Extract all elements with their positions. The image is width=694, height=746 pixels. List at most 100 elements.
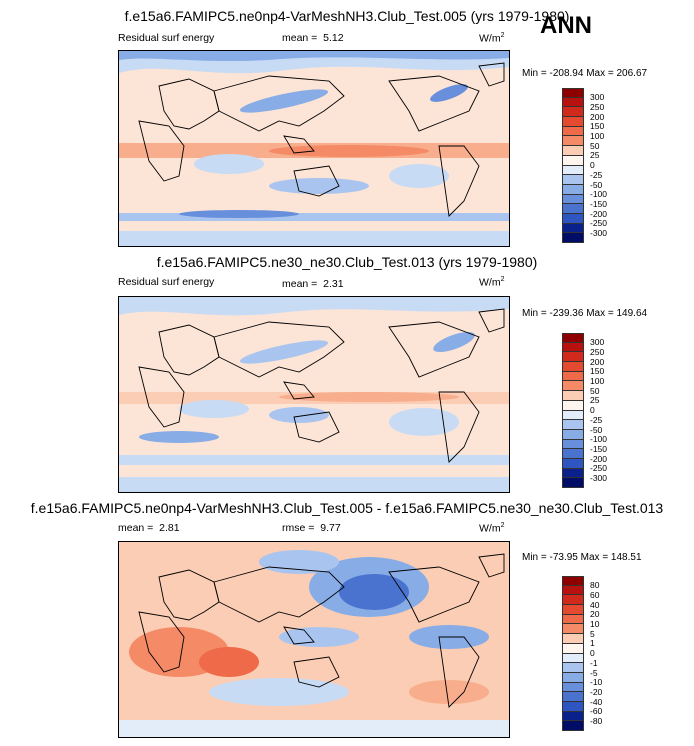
map-field-contour bbox=[119, 231, 509, 246]
panel-2-colorbar bbox=[562, 333, 584, 488]
panel-3-mean-label: mean = 2.81 bbox=[118, 522, 180, 534]
panel-2-title: f.e15a6.FAMIPC5.ne30_ne30.Club_Test.013 … bbox=[156, 254, 538, 270]
panel-1-units: W/m2 bbox=[479, 32, 505, 45]
colorbar-cell bbox=[562, 223, 584, 234]
map-field-contour bbox=[119, 297, 509, 316]
panel-1-variable-label: Residual surf energy bbox=[118, 32, 215, 44]
colorbar-cell bbox=[562, 634, 584, 644]
colorbar-cell bbox=[562, 213, 584, 224]
panel-3-colorbar bbox=[562, 576, 584, 731]
colorbar-tick-label: 150 bbox=[590, 366, 605, 377]
colorbar-cell bbox=[562, 468, 584, 479]
map-field-contour bbox=[430, 84, 468, 102]
panel-2-units: W/m2 bbox=[479, 276, 505, 289]
colorbar-cell bbox=[562, 204, 584, 214]
panel-2-variable-label: Residual surf energy bbox=[118, 276, 215, 288]
colorbar-tick-label: -50 bbox=[590, 179, 603, 190]
coastline bbox=[158, 569, 220, 621]
coastline bbox=[388, 566, 480, 623]
map-field-contour bbox=[279, 627, 359, 647]
colorbar-tick-label: -250 bbox=[590, 218, 608, 229]
coastline bbox=[438, 636, 480, 708]
panel-1-mean-label: mean = 5.12 bbox=[282, 32, 344, 44]
colorbar-tick-label: 50 bbox=[590, 385, 600, 396]
panel-3-map bbox=[118, 541, 510, 738]
colorbar-cell bbox=[562, 381, 584, 392]
colorbar-tick-label: 200 bbox=[590, 111, 605, 122]
colorbar-cell bbox=[562, 126, 584, 137]
colorbar-tick-label: -200 bbox=[590, 453, 608, 464]
colorbar-cell bbox=[562, 155, 584, 166]
coastline bbox=[388, 75, 480, 132]
colorbar-tick-label: -200 bbox=[590, 208, 608, 219]
map-field-contour bbox=[339, 574, 409, 610]
colorbar-cell bbox=[562, 362, 584, 372]
panel-2-mean-value: 2.31 bbox=[323, 278, 344, 290]
colorbar-cell bbox=[562, 439, 584, 450]
map-field-contour bbox=[239, 89, 329, 113]
colorbar-tick-label: 60 bbox=[590, 589, 600, 600]
panel-2-map bbox=[118, 296, 510, 493]
map-field-contour bbox=[389, 164, 449, 188]
colorbar-tick-label: -20 bbox=[590, 686, 603, 697]
coastline bbox=[293, 656, 340, 688]
panel-1-map bbox=[118, 50, 510, 247]
colorbar-tick-label: 0 bbox=[590, 648, 595, 659]
colorbar-cell bbox=[562, 624, 584, 635]
coastline bbox=[283, 135, 315, 154]
map-field-contour bbox=[119, 477, 509, 492]
colorbar-tick-label: 250 bbox=[590, 346, 605, 357]
coastline bbox=[213, 75, 345, 132]
season-label: ANN bbox=[540, 12, 592, 39]
colorbar-cell bbox=[562, 643, 584, 654]
panel-1-colorbar bbox=[562, 88, 584, 243]
coastline bbox=[283, 381, 315, 400]
colorbar-cell bbox=[562, 333, 584, 343]
map-field-contour bbox=[119, 720, 509, 737]
colorbar-tick-label: 0 bbox=[590, 160, 595, 171]
panel-3-mean-value: 2.81 bbox=[159, 522, 180, 534]
map-field-contour bbox=[119, 213, 509, 221]
colorbar-cell bbox=[562, 97, 584, 108]
map-field-contour bbox=[119, 455, 509, 465]
colorbar-cell bbox=[562, 136, 584, 147]
colorbar-cell bbox=[562, 711, 584, 722]
colorbar-tick-label: 300 bbox=[590, 92, 605, 103]
map-field-contour bbox=[119, 51, 509, 62]
colorbar-tick-label: -100 bbox=[590, 434, 608, 445]
coastline bbox=[478, 62, 505, 87]
map-field-contour bbox=[139, 431, 219, 443]
coastline bbox=[138, 611, 185, 673]
colorbar-cell bbox=[562, 692, 584, 702]
colorbar-cell bbox=[562, 449, 584, 459]
colorbar-cell bbox=[562, 194, 584, 205]
colorbar-cell bbox=[562, 146, 584, 156]
colorbar-cell bbox=[562, 605, 584, 615]
map-field-contour bbox=[209, 678, 349, 706]
colorbar-cell bbox=[562, 371, 584, 382]
colorbar-tick-label: -150 bbox=[590, 198, 608, 209]
colorbar-cell bbox=[562, 458, 584, 469]
panel-3-title: f.e15a6.FAMIPC5.ne0np4-VarMeshNH3.Club_T… bbox=[30, 500, 664, 516]
colorbar-tick-label: 0 bbox=[590, 405, 595, 416]
coastline bbox=[213, 321, 345, 378]
colorbar-cell bbox=[562, 107, 584, 118]
colorbar-cell bbox=[562, 614, 584, 625]
colorbar-tick-label: -25 bbox=[590, 169, 603, 180]
colorbar-cell bbox=[562, 165, 584, 176]
colorbar-tick-label: -300 bbox=[590, 473, 608, 483]
colorbar-cell bbox=[562, 342, 584, 353]
coastline bbox=[283, 626, 315, 645]
map-field-contour bbox=[269, 407, 329, 423]
map-field-contour bbox=[194, 154, 264, 174]
map-field-contour bbox=[269, 178, 369, 194]
colorbar-cell bbox=[562, 585, 584, 596]
colorbar-tick-label: 10 bbox=[590, 619, 600, 629]
panel-2-min-max: Min = -239.36 Max = 149.64 bbox=[522, 308, 648, 319]
colorbar-cell bbox=[562, 175, 584, 185]
colorbar-cell bbox=[562, 701, 584, 712]
colorbar-tick-label: 25 bbox=[590, 150, 600, 161]
colorbar-cell bbox=[562, 721, 584, 731]
map-field-contour bbox=[179, 210, 299, 218]
colorbar-tick-label: 150 bbox=[590, 121, 605, 132]
